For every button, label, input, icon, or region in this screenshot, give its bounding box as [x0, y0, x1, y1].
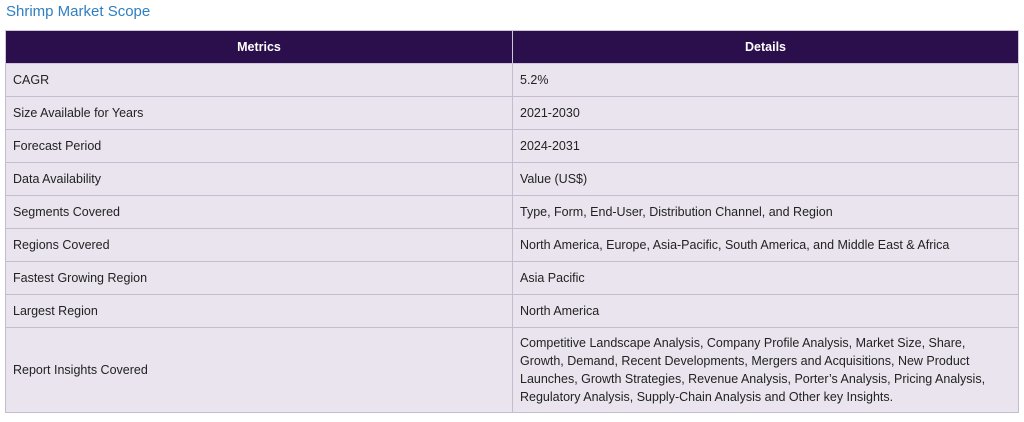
metric-cell: Segments Covered	[5, 195, 513, 229]
table-row: Fastest Growing Region Asia Pacific	[5, 261, 1019, 295]
table-row: Regions Covered North America, Europe, A…	[5, 228, 1019, 262]
detail-cell: Asia Pacific	[512, 261, 1019, 295]
detail-cell: North America, Europe, Asia-Pacific, Sou…	[512, 228, 1019, 262]
metric-cell: Fastest Growing Region	[5, 261, 513, 295]
table-row: Segments Covered Type, Form, End-User, D…	[5, 195, 1019, 229]
metric-cell: Data Availability	[5, 162, 513, 196]
column-header-details: Details	[512, 30, 1019, 64]
metric-cell: Report Insights Covered	[5, 327, 513, 413]
table-row: CAGR 5.2%	[5, 63, 1019, 97]
table-row: Largest Region North America	[5, 294, 1019, 328]
table-row: Report Insights Covered Competitive Land…	[5, 327, 1019, 413]
table-row: Data Availability Value (US$)	[5, 162, 1019, 196]
detail-cell: North America	[512, 294, 1019, 328]
metric-cell: Size Available for Years	[5, 96, 513, 130]
metric-cell: Regions Covered	[5, 228, 513, 262]
detail-cell: Value (US$)	[512, 162, 1019, 196]
detail-cell: 2021-2030	[512, 96, 1019, 130]
metric-cell: Forecast Period	[5, 129, 513, 163]
detail-cell: Type, Form, End-User, Distribution Chann…	[512, 195, 1019, 229]
metric-cell: Largest Region	[5, 294, 513, 328]
market-scope-table: Metrics Details CAGR 5.2% Size Available…	[5, 30, 1019, 413]
table-header-row: Metrics Details	[5, 30, 1019, 64]
detail-cell: 5.2%	[512, 63, 1019, 97]
detail-cell: 2024-2031	[512, 129, 1019, 163]
metric-cell: CAGR	[5, 63, 513, 97]
table-row: Forecast Period 2024-2031	[5, 129, 1019, 163]
page-title: Shrimp Market Scope	[6, 3, 151, 20]
table-row: Size Available for Years 2021-2030	[5, 96, 1019, 130]
detail-cell: Competitive Landscape Analysis, Company …	[512, 327, 1019, 413]
column-header-metrics: Metrics	[5, 30, 513, 64]
